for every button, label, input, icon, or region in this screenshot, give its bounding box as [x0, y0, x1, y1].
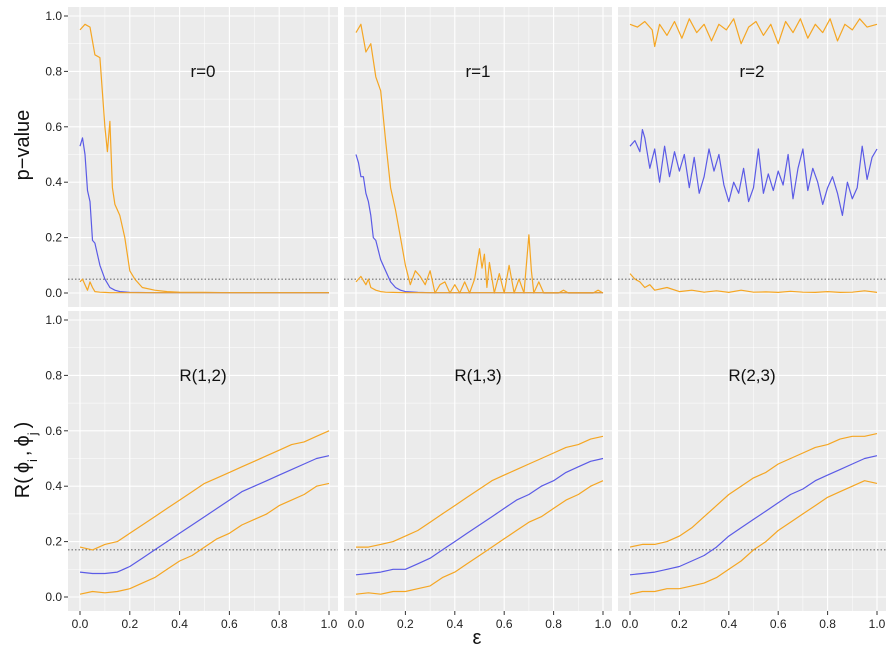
panel-4-y-tick-label: 0.6 [45, 424, 62, 438]
panel-4-x-tick-label: 1.0 [321, 617, 338, 631]
panel-4-median-series-line [79, 455, 330, 575]
panel-4-y-tick-label: 0.4 [45, 479, 62, 493]
panel-1-background [68, 7, 338, 307]
row1-y-axis-title: p−value [12, 110, 34, 181]
panel-5-upper-series-line [356, 435, 604, 548]
panel-1-label: r=0 [190, 62, 215, 81]
panel-3: r=2 [618, 7, 886, 307]
panel-1-y-tick-label: 0.2 [45, 231, 62, 245]
panel-3-lower-series-line [629, 273, 878, 293]
panel-3-label: r=2 [739, 62, 764, 81]
panel-5-label: R(1,3) [454, 366, 501, 385]
panel-3-median-series-line [629, 129, 878, 216]
panel-4-x-tick-label: 0.6 [221, 617, 238, 631]
panel-6: R(2,3) 0.0 0.2 0.4 0.6 0.8 1.0 [618, 311, 886, 631]
panel-4: R(1,2) 0.0 0.2 0.4 0.6 0.8 1.0 0.0 0.2 0.4 0.6 0.8 1… [45, 311, 338, 631]
panel-4-y-tick-label: 0.0 [45, 590, 62, 604]
panel-6-label: R(2,3) [728, 366, 775, 385]
panel-5-x-tick-label: 0.6 [496, 617, 513, 631]
panel-1-y-tick-label: 0.0 [45, 286, 62, 300]
panel-6-x-tick-label: 0.8 [819, 617, 836, 631]
panel-4-background [68, 311, 338, 611]
row2-y-axis-title-sep: , [12, 451, 34, 457]
panel-6-upper-series-line [629, 433, 878, 548]
panel-6-x-tick-label: 0.0 [622, 617, 639, 631]
panel-4-y-tick-label: 0.2 [45, 535, 62, 549]
panel-4-x-tick-label: 0.4 [171, 617, 188, 631]
panel-5-x-tick-label: 0.2 [397, 617, 414, 631]
panel-5-x-tick-label: 0.0 [348, 617, 365, 631]
panel-2-lower-series-line [355, 275, 603, 294]
panel-1-y-tick-label: 0.8 [45, 64, 62, 78]
panel-4-x-tick-label: 0.8 [271, 617, 288, 631]
x-axis-title: ε [473, 627, 482, 649]
panel-1-y-tick-label: 0.6 [45, 120, 62, 134]
panel-2-background [344, 7, 612, 307]
row2-y-axis-title-prefix: R( [12, 477, 34, 498]
row2-y-axis-title-sub-i: i [25, 459, 40, 462]
panel-4-x-tick-label: 0.0 [72, 617, 89, 631]
panel-4-x-tick-label: 0.2 [121, 617, 138, 631]
panel-5-x-tick-label: 1.0 [595, 617, 612, 631]
panel-4-y-tick-label: 0.8 [45, 368, 62, 382]
row2-y-axis-title-sub-j: j [25, 432, 40, 436]
panel-6-x-tick-label: 1.0 [869, 617, 886, 631]
panel-6-lower-series-line [629, 480, 878, 595]
panel-1-lower-series-line [79, 278, 329, 294]
row2-y-axis-title: R(ϕi,ϕj) [12, 422, 40, 499]
row2-y-axis-title-phi-i: ϕ [12, 462, 34, 473]
panel-4-upper-series-line [79, 430, 330, 551]
panels-layer: r=0 0.0 0.2 0.4 0.6 0.8 1.0 r=1 r=2 R(1,2) 0.0 0.2 0… [45, 7, 886, 631]
row2-y-axis-title-suffix: ) [12, 422, 34, 429]
panel-1-y-tick-label: 1.0 [45, 9, 62, 23]
panel-5: R(1,3) 0.0 0.2 0.4 0.6 0.8 1.0 [344, 311, 612, 631]
panel-5-median-series-line [355, 457, 604, 576]
panel-4-y-tick-label: 1.0 [45, 313, 62, 327]
panel-5-x-tick-label: 0.4 [446, 617, 463, 631]
panel-6-x-tick-label: 0.4 [720, 617, 737, 631]
row2-y-axis-title-phi-j: ϕ [12, 435, 34, 446]
panel-4-lower-series-line [79, 482, 330, 595]
panel-5-x-tick-label: 0.8 [545, 617, 562, 631]
panel-6-background [618, 311, 886, 611]
panel-4-label: R(1,2) [179, 366, 226, 385]
panel-1-y-tick-label: 0.4 [45, 175, 62, 189]
panel-1: r=0 0.0 0.2 0.4 0.6 0.8 1.0 [45, 7, 338, 307]
panel-5-background [344, 311, 612, 611]
panel-6-x-tick-label: 0.2 [671, 617, 688, 631]
panel-2: r=1 [344, 7, 612, 307]
panel-5-lower-series-line [355, 480, 604, 595]
panel-6-x-tick-label: 0.6 [770, 617, 787, 631]
panel-3-upper-series-line [629, 18, 878, 48]
panel-2-label: r=1 [465, 62, 490, 81]
panel-6-median-series-line [629, 455, 878, 576]
panel-3-background [618, 7, 886, 307]
